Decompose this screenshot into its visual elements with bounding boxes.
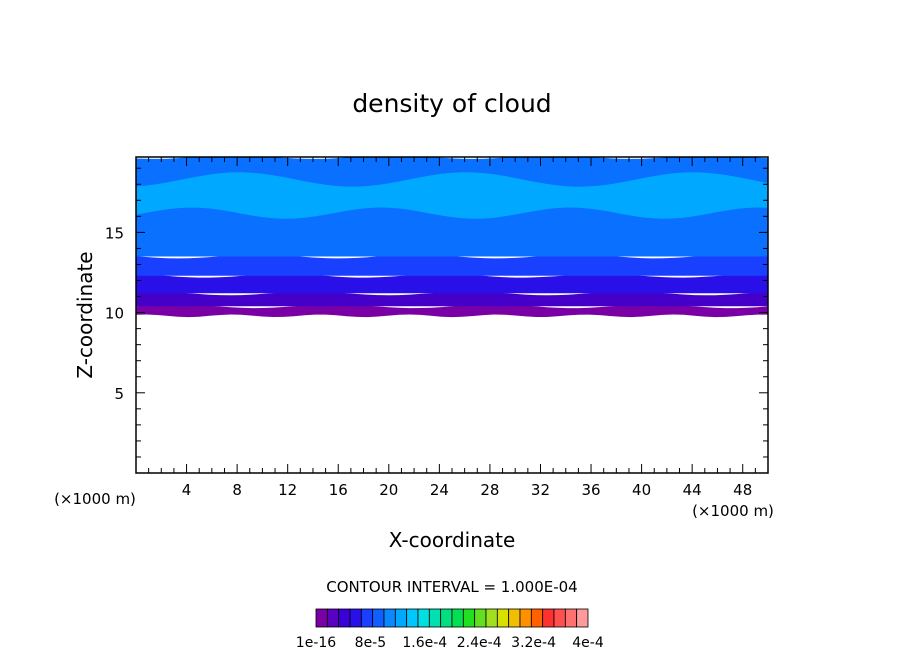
contour-fields [136, 157, 768, 318]
colorbar-cell [496, 608, 510, 628]
x-tick-label: 4 [182, 481, 192, 499]
y-axis-title: Z-coordinate [73, 251, 97, 378]
x-tick-label: 20 [379, 481, 398, 499]
colorbar-cell [349, 608, 362, 628]
colorbar-cell [451, 608, 464, 628]
x-tick-label: 16 [329, 481, 348, 499]
contour-layer [136, 273, 768, 294]
x-tick-labels: 4 8 12 16 20 24 28 32 36 40 44 48 [182, 481, 752, 499]
colorbar-label: 1e-16 [296, 635, 336, 651]
colorbar-cell [394, 608, 408, 628]
contour-layer [136, 304, 768, 318]
colorbar-cell [406, 608, 419, 628]
contour-interval: CONTOUR INTERVAL = 1.000E-04 [326, 578, 577, 596]
colorbar-cell [553, 608, 566, 628]
colorbar-label: 4e-4 [572, 635, 604, 651]
x-axis-title: X-coordinate [389, 528, 516, 552]
x-tick-label: 44 [683, 481, 702, 499]
colorbar-cell [417, 608, 430, 628]
x-tick-label: 8 [232, 481, 242, 499]
contour-layer [136, 172, 768, 219]
colorbar-cell [383, 608, 396, 628]
colorbar-cell [428, 608, 442, 628]
chart-title: density of cloud [352, 89, 551, 118]
colorbar-cell [519, 608, 532, 628]
colorbar-cell [564, 608, 578, 628]
colorbar-cell [326, 608, 340, 628]
colorbar-cell [474, 608, 487, 628]
x-tick-label: 24 [430, 481, 449, 499]
colorbar-label: 8e-5 [355, 635, 386, 651]
colorbar-cell [485, 608, 498, 628]
y-tick-label: 10 [105, 305, 124, 323]
x-unit-right: (×1000 m) [692, 502, 774, 520]
x-tick-label: 12 [278, 481, 297, 499]
colorbar [315, 608, 589, 628]
x-tick-label: 32 [531, 481, 550, 499]
colorbar-cell [542, 608, 555, 628]
x-tick-label: 36 [581, 481, 600, 499]
contour-layer [136, 291, 768, 307]
y-tick-labels: 5 10 15 [105, 224, 124, 402]
colorbar-label: 1.6e-4 [402, 635, 447, 651]
colorbar-cell [508, 608, 521, 628]
y-tick-label: 15 [105, 224, 124, 242]
axis-ticks [136, 157, 768, 473]
colorbar-cell [462, 608, 476, 628]
y-tick-label: 5 [114, 385, 124, 403]
x-tick-label: 40 [632, 481, 651, 499]
x-tick-label: 48 [733, 481, 752, 499]
colorbar-cell [576, 608, 589, 628]
colorbar-cell [530, 608, 544, 628]
colorbar-cell [360, 608, 374, 628]
colorbar-cell [315, 608, 328, 628]
colorbar-label: 3.2e-4 [511, 635, 556, 651]
x-tick-label: 28 [480, 481, 499, 499]
colorbar-labels: 1e-16 8e-5 1.6e-4 2.4e-4 3.2e-4 4e-4 [296, 635, 604, 651]
colorbar-label: 2.4e-4 [457, 635, 502, 651]
colorbar-cell [440, 608, 453, 628]
contour-layer [136, 254, 768, 276]
colorbar-cell [338, 608, 351, 628]
colorbar-cell [372, 608, 385, 628]
x-unit-left: (×1000 m) [54, 490, 136, 508]
